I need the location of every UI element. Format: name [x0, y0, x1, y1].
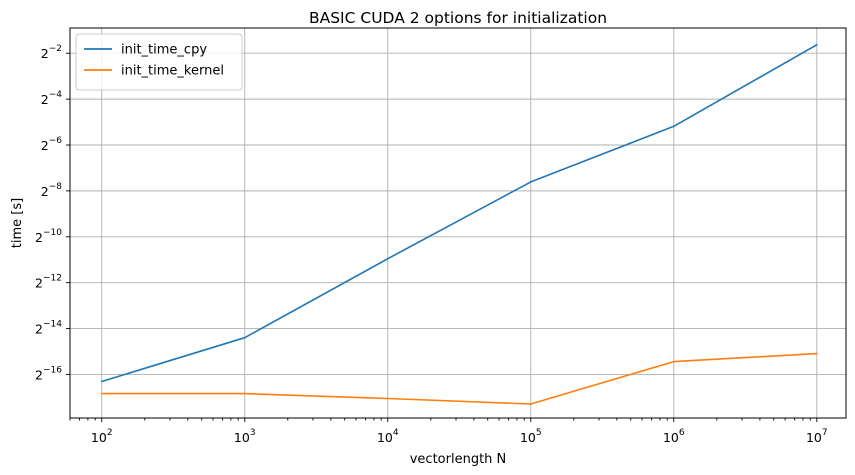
x-tick-label: 103 [234, 428, 256, 445]
data-point-init_time_cpy [673, 125, 675, 128]
data-point-init_time_kernel [387, 397, 389, 400]
chart-title: BASIC CUDA 2 options for initialization [309, 9, 607, 27]
y-tick-label: 2−14 [35, 320, 62, 337]
y-tick-label: 2−2 [41, 44, 62, 61]
x-tick-label: 104 [377, 428, 399, 445]
data-point-init_time_kernel [530, 403, 532, 405]
data-point-init_time_kernel [673, 360, 675, 363]
y-axis: 2−2 2−4 2−6 2−8 2−10 2−12 2−14 2−16 [35, 44, 70, 382]
data-point-init_time_kernel [816, 352, 818, 355]
y-tick-label: 2−10 [35, 228, 62, 245]
legend-box [75, 33, 243, 91]
legend-label-init_time_kernel: init_time_kernel [121, 64, 224, 79]
y-tick-label: 2−16 [35, 365, 62, 382]
data-point-init_time_kernel [243, 392, 246, 395]
x-axis: 102 103 104 105 106 107 [69, 418, 828, 445]
series-group [100, 44, 818, 405]
y-tick-label: 2−6 [41, 136, 62, 153]
data-point-init_time_cpy [387, 257, 389, 260]
plot-frame [69, 27, 847, 419]
data-point-init_time_cpy [530, 181, 532, 183]
x-tick-label: 105 [520, 428, 542, 445]
data-point-init_time_cpy [243, 336, 246, 339]
legend-label-init_time_cpy: init_time_cpy [121, 43, 207, 58]
series-line-init_time_cpy [101, 44, 818, 383]
data-point-init_time_kernel [100, 392, 103, 395]
x-tick-label: 102 [91, 428, 113, 445]
grid [70, 28, 846, 418]
data-point-init_time_cpy [816, 44, 818, 46]
y-tick-label: 2−8 [41, 182, 62, 199]
y-tick-label: 2−4 [41, 90, 62, 107]
y-tick-label: 2−12 [35, 274, 62, 291]
x-tick-label: 107 [806, 428, 828, 445]
data-point-init_time_cpy [100, 380, 103, 383]
x-tick-label: 106 [663, 428, 685, 445]
x-axis-label: vectorlength N [410, 452, 507, 467]
series-line-init_time_kernel [101, 352, 817, 405]
legend: init_time_cpy init_time_kernel [75, 33, 243, 91]
y-axis-label: time [s] [10, 198, 25, 248]
